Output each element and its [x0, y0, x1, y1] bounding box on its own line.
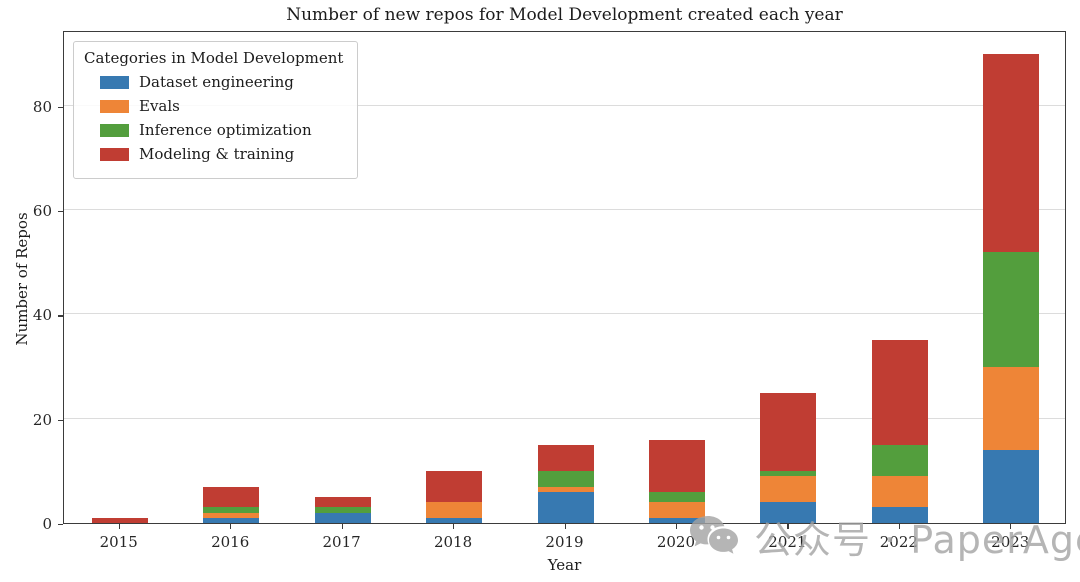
bar-segment-2017-inference-optimization	[314, 507, 371, 513]
bar-2023	[983, 53, 1040, 523]
bar-segment-2021-modeling-training	[760, 392, 817, 471]
bar-segment-2019-dataset-engineering	[537, 491, 594, 523]
x-tick-label-2017: 2017	[322, 533, 361, 551]
y-tick-mark-40	[58, 315, 63, 317]
y-tick-mark-20	[58, 419, 63, 421]
x-tick-mark-2020	[675, 524, 678, 529]
bar-segment-2016-evals	[203, 512, 260, 518]
x-tick-mark-2021	[787, 524, 789, 529]
bar-segment-2017-dataset-engineering	[314, 512, 371, 523]
legend-label: Evals	[139, 97, 180, 115]
legend-item-modeling-training: Modeling & training	[100, 145, 343, 163]
chart-title: Number of new repos for Model Developmen…	[286, 5, 843, 25]
legend-label: Dataset engineering	[139, 73, 294, 91]
legend-title: Categories in Model Development	[84, 49, 344, 67]
bar-segment-2018-dataset-engineering	[426, 517, 483, 523]
legend-swatch-icon	[100, 147, 129, 161]
gridline-y60	[64, 208, 1065, 210]
legend-item-evals: Evals	[100, 97, 343, 115]
x-tick-label-2015: 2015	[99, 533, 138, 551]
bar-segment-2020-dataset-engineering	[648, 517, 705, 523]
gridline-y40	[64, 313, 1065, 315]
bar-segment-2017-modeling-training	[314, 496, 371, 508]
x-tick-mark-2022	[898, 524, 901, 529]
bar-2018	[426, 470, 483, 523]
x-tick-mark-2015	[118, 524, 120, 529]
y-tick-mark-60	[58, 210, 63, 213]
y-tick-label-40: 40	[32, 306, 52, 325]
bar-segment-2016-modeling-training	[203, 486, 260, 508]
bar-2015	[91, 517, 148, 523]
bar-2020	[648, 439, 705, 523]
x-tick-mark-2018	[453, 524, 455, 529]
x-tick-mark-2016	[230, 524, 232, 529]
x-tick-label-2021: 2021	[768, 533, 807, 551]
legend-swatch-icon	[100, 75, 129, 89]
x-tick-label-2023: 2023	[991, 533, 1030, 551]
bar-segment-2021-inference-optimization	[760, 470, 817, 477]
bar-segment-2021-evals	[760, 476, 817, 503]
bar-segment-2020-evals	[648, 502, 705, 518]
x-tick-label-2018: 2018	[433, 533, 473, 551]
bar-segment-2019-modeling-training	[537, 444, 594, 471]
legend-label: Inference optimization	[139, 121, 312, 139]
x-tick-label-2022: 2022	[879, 533, 918, 551]
bar-segment-2023-inference-optimization	[983, 251, 1040, 367]
y-tick-label-20: 20	[32, 410, 52, 429]
legend-item-dataset-engineering: Dataset engineering	[100, 73, 343, 91]
bar-segment-2020-modeling-training	[648, 439, 705, 492]
bar-segment-2021-dataset-engineering	[760, 502, 817, 523]
legend-items: Dataset engineering Evals Inference optimi…	[84, 73, 343, 163]
bar-2016	[203, 486, 260, 523]
bar-segment-2018-modeling-training	[426, 470, 483, 503]
legend-swatch-icon	[100, 123, 129, 137]
bar-segment-2018-evals	[426, 502, 483, 518]
bar-segment-2022-inference-optimization	[871, 444, 928, 477]
bar-segment-2023-modeling-training	[983, 53, 1040, 252]
bar-segment-2022-dataset-engineering	[871, 507, 928, 523]
x-tick-mark-2019	[564, 524, 566, 529]
legend-label: Modeling & training	[139, 145, 295, 163]
bar-2021	[760, 392, 817, 523]
bar-segment-2016-inference-optimization	[203, 507, 260, 513]
bar-segment-2022-evals	[871, 476, 928, 508]
y-tick-label-0: 0	[42, 515, 52, 533]
x-tick-mark-2023	[1010, 524, 1012, 529]
gridline-y20	[64, 417, 1065, 419]
x-tick-mark-2017	[341, 524, 343, 529]
y-tick-mark-0	[58, 524, 63, 526]
bar-segment-2019-inference-optimization	[537, 470, 594, 487]
bar-segment-2020-inference-optimization	[648, 491, 705, 503]
bar-segment-2019-evals	[537, 486, 594, 492]
legend-item-inference-optimization: Inference optimization	[100, 121, 343, 139]
y-tick-mark-80	[58, 106, 63, 108]
x-tick-label-2020: 2020	[656, 533, 696, 551]
bar-segment-2023-dataset-engineering	[983, 449, 1040, 523]
gridline-y80	[64, 104, 1065, 106]
bar-segment-2022-modeling-training	[871, 340, 928, 445]
bar-2019	[537, 444, 594, 523]
legend: Categories in Model Development Dataset …	[73, 41, 359, 179]
y-axis-label: Number of Repos	[13, 212, 31, 346]
bar-segment-2023-evals	[983, 366, 1040, 450]
legend-swatch-icon	[100, 99, 129, 113]
plot-area: Categories in Model Development Dataset …	[63, 31, 1066, 524]
x-tick-label-2019: 2019	[545, 533, 584, 551]
bar-segment-2016-dataset-engineering	[203, 517, 260, 523]
bar-segment-2015-modeling-training	[91, 517, 148, 523]
bar-2017	[314, 496, 371, 523]
x-tick-label-2016: 2016	[211, 533, 250, 551]
y-tick-label-60: 60	[32, 201, 52, 220]
x-axis-label: Year	[547, 556, 582, 574]
bar-2022	[871, 340, 928, 523]
y-tick-label-80: 80	[32, 97, 52, 116]
